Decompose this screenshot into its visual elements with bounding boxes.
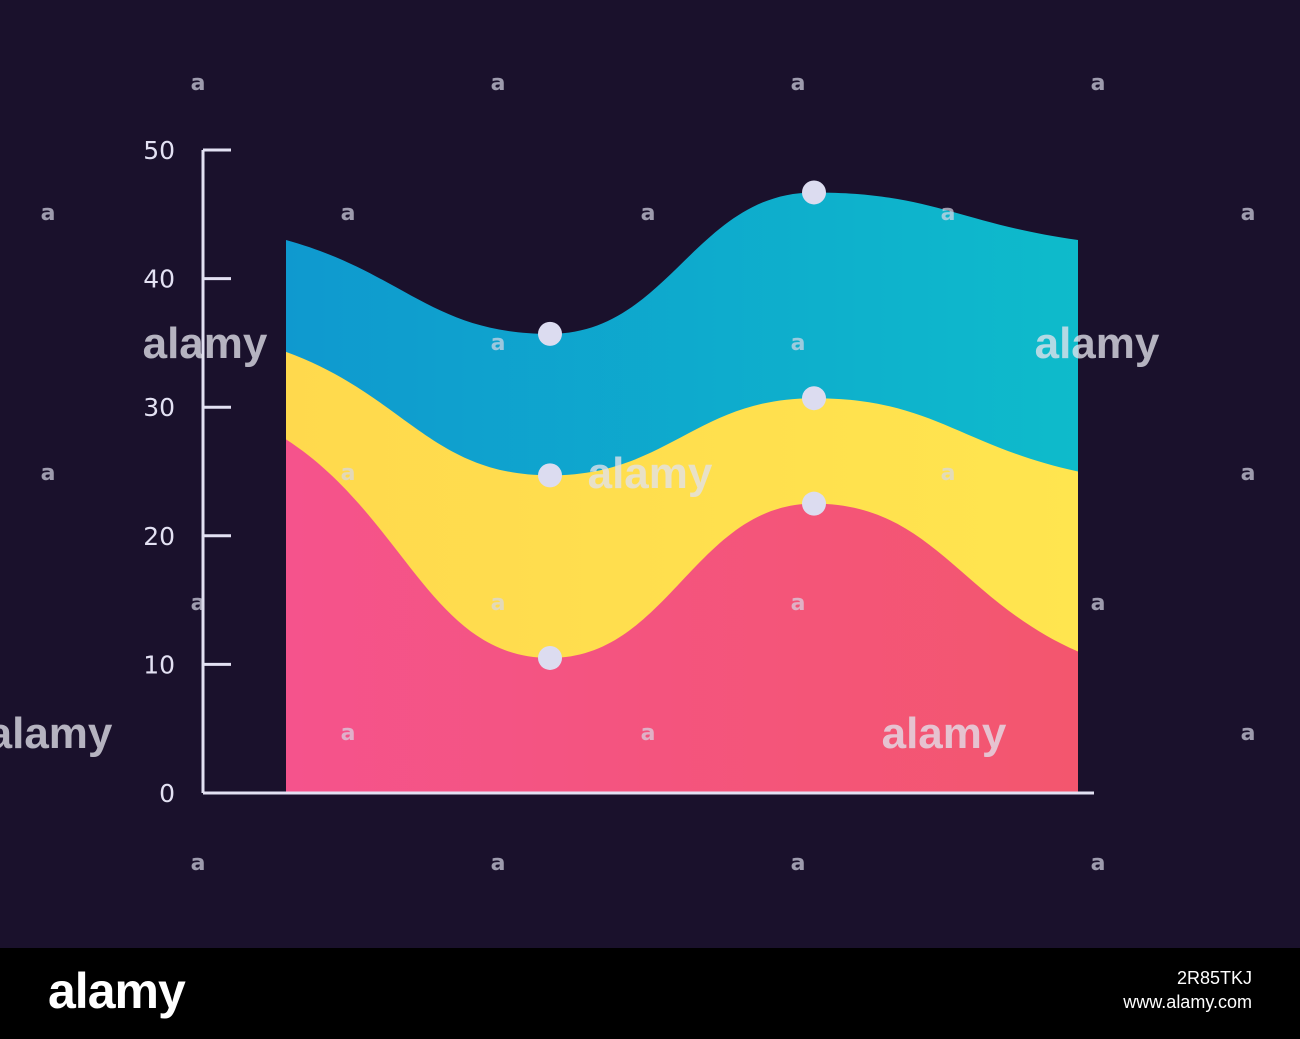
- watermark-glyph: a: [191, 71, 206, 96]
- marker-layer: [538, 180, 826, 670]
- chart-panel: 0 10 20 30 40 50 a a a a a a a a a a a a a a a a a a a a a a a a a a al…: [0, 0, 1300, 948]
- watermark-glyph: a: [941, 201, 956, 226]
- footer-logo: alamy: [48, 963, 186, 1019]
- data-point-marker: [802, 386, 826, 411]
- watermark-glyph: a: [41, 461, 56, 486]
- y-tick-label: 20: [143, 522, 175, 551]
- watermark-glyph: a: [1091, 851, 1106, 876]
- watermark-glyph: a: [41, 201, 56, 226]
- watermark-glyph: a: [641, 201, 656, 226]
- y-tick-label: 50: [143, 136, 175, 165]
- watermark-glyph: a: [1091, 71, 1106, 96]
- watermark-glyph: a: [191, 591, 206, 616]
- footer-image-id: 2R85TKJ: [1176, 968, 1252, 988]
- watermark-brand: alamy: [882, 709, 1007, 758]
- watermark-glyph: a: [1241, 461, 1256, 486]
- watermark-layer: a a a a a a a a a a a a a a a a a a a a a a a a a a alamy alamy alam…: [0, 71, 1255, 876]
- footer-bar: alamy 2R85TKJ www.alamy.com: [0, 948, 1300, 1039]
- watermark-brand: alamy: [588, 449, 713, 498]
- data-point-marker: [538, 463, 562, 488]
- watermark-glyph: a: [941, 461, 956, 486]
- data-point-marker: [538, 645, 562, 670]
- data-point-marker: [802, 491, 826, 516]
- watermark-glyph: a: [491, 591, 506, 616]
- y-tick-label: 40: [143, 265, 175, 294]
- axis-layer: 0 10 20 30 40 50: [143, 136, 1094, 808]
- y-tick-label: 30: [143, 393, 175, 422]
- watermark-glyph: a: [341, 201, 356, 226]
- data-point-marker: [802, 180, 826, 205]
- stacked-area-chart: 0 10 20 30 40 50 a a a a a a a a a a a a a a a a a a a a a a a a a a al…: [0, 71, 1255, 876]
- watermark-glyph: a: [1091, 591, 1106, 616]
- y-tick-label: 0: [159, 779, 175, 808]
- watermark-glyph: a: [341, 461, 356, 486]
- watermark-glyph: a: [191, 851, 206, 876]
- area-series-1: [286, 439, 1078, 793]
- watermark-glyph: a: [791, 71, 806, 96]
- watermark-glyph: a: [1241, 721, 1256, 746]
- watermark-glyph: a: [791, 331, 806, 356]
- areas-layer: [286, 192, 1078, 794]
- footer-info: 2R85TKJ www.alamy.com: [1123, 966, 1252, 1014]
- watermark-glyph: a: [791, 851, 806, 876]
- footer-site: www.alamy.com: [1123, 992, 1252, 1012]
- watermark-glyph: a: [791, 591, 806, 616]
- watermark-glyph: a: [491, 71, 506, 96]
- data-point-marker: [538, 321, 562, 346]
- watermark-glyph: a: [491, 331, 506, 356]
- watermark-brand: alamy: [143, 319, 268, 368]
- watermark-glyph: a: [641, 721, 656, 746]
- watermark-glyph: a: [1241, 201, 1256, 226]
- watermark-brand: alamy: [0, 709, 113, 758]
- y-tick-label: 10: [143, 650, 175, 679]
- watermark-brand: alamy: [1035, 319, 1160, 368]
- watermark-glyph: a: [491, 851, 506, 876]
- watermark-glyph: a: [341, 721, 356, 746]
